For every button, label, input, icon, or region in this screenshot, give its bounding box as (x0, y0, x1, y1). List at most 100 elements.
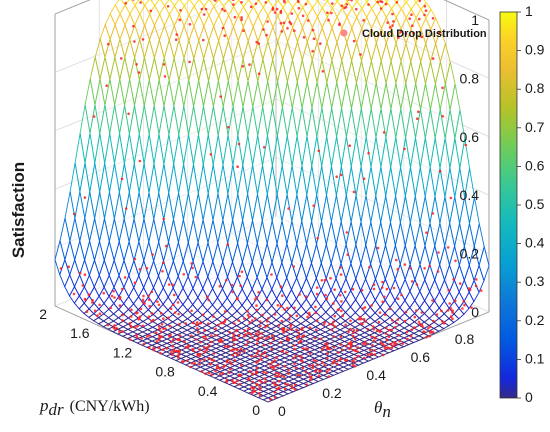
cloud-drop (206, 346, 209, 349)
cloud-drop (367, 354, 370, 357)
cloud-drop (171, 353, 174, 356)
cloud-drop (354, 338, 357, 341)
cloud-drop (199, 348, 202, 351)
cloud-drop (287, 339, 290, 342)
cloud-drop (232, 3, 235, 6)
cloud-drop (400, 294, 403, 297)
cloud-drop (332, 362, 335, 365)
cloud-drop (337, 309, 340, 312)
x-tick-label: 2 (39, 306, 47, 322)
cloud-drop (119, 296, 122, 299)
cloud-drop (373, 339, 376, 342)
cloud-drop (418, 321, 421, 324)
cloud-drop (355, 8, 358, 11)
cloud-drop (319, 338, 322, 341)
cloud-drop (303, 36, 306, 39)
cloud-drop (293, 344, 296, 347)
colorbar-tick-label: 0.4 (525, 235, 545, 251)
cloud-drop (253, 387, 256, 390)
cloud-drop (142, 299, 145, 302)
cloud-drop (201, 8, 204, 11)
cloud-drop (423, 14, 426, 17)
cloud-drop (161, 323, 164, 326)
cloud-drop (228, 331, 231, 334)
cloud-drop (441, 115, 444, 118)
colorbar: 00.10.20.30.40.50.60.70.80.91 (500, 3, 545, 405)
cloud-drop (202, 314, 205, 317)
cloud-drop (121, 178, 124, 181)
cloud-drop (91, 301, 94, 304)
cloud-drop (333, 288, 336, 291)
colorbar-tick-label: 0.2 (525, 312, 545, 328)
cloud-drop (172, 304, 175, 307)
cloud-drop (346, 253, 349, 256)
cloud-drop (475, 285, 478, 288)
cloud-drop (302, 347, 305, 350)
x-tick-label: 0.4 (198, 383, 218, 399)
cloud-drop (306, 316, 309, 319)
cloud-drop (158, 337, 161, 340)
cloud-drop (187, 344, 190, 347)
cloud-drop (233, 359, 236, 362)
cloud-drop (408, 17, 411, 20)
cloud-drop (211, 359, 214, 362)
cloud-drop (414, 316, 417, 319)
cloud-drop (380, 7, 383, 10)
cloud-drop (250, 333, 253, 336)
colorbar-tick-label: 0.5 (525, 196, 545, 212)
cloud-drop (205, 8, 208, 11)
cloud-drop (287, 207, 290, 210)
cloud-drop (158, 325, 161, 328)
cloud-drop (129, 338, 132, 341)
cloud-drop (404, 320, 407, 323)
colorbar-gradient (500, 12, 517, 398)
cloud-drop (338, 23, 341, 26)
cloud-drop (429, 325, 432, 328)
cloud-drop (332, 302, 335, 305)
cloud-drop (421, 324, 424, 327)
cloud-drop (369, 349, 372, 352)
cloud-drop (328, 348, 331, 351)
cloud-drop (371, 344, 374, 347)
z-tick-label: 0.2 (460, 246, 480, 262)
cloud-drop (333, 346, 336, 349)
cloud-drop (232, 339, 235, 342)
cloud-drop (418, 18, 421, 21)
cloud-drop (158, 328, 161, 331)
cloud-drop (151, 291, 154, 294)
cloud-drop (257, 291, 260, 294)
cloud-drop (175, 38, 178, 41)
cloud-drop (263, 344, 266, 347)
cloud-drop (374, 353, 377, 356)
cloud-drop (290, 23, 293, 26)
cloud-drop (420, 311, 423, 314)
cloud-drop (349, 320, 352, 323)
cloud-drop (155, 331, 158, 334)
cloud-drop (389, 308, 392, 311)
cloud-drop (397, 297, 400, 300)
cloud-drop (146, 335, 149, 338)
cloud-drop (326, 297, 329, 300)
cloud-drop (254, 298, 257, 301)
cloud-drop (231, 379, 234, 382)
cloud-drop (98, 304, 101, 307)
x-tick-label: 0 (252, 402, 260, 418)
cloud-drop (454, 300, 457, 303)
cloud-drop (239, 351, 242, 354)
cloud-drop (218, 367, 221, 370)
colorbar-tick-label: 1 (525, 3, 533, 19)
cloud-drop (326, 371, 329, 374)
cloud-drop (261, 353, 264, 356)
cloud-drop (158, 304, 161, 307)
cloud-drop (134, 282, 137, 285)
cloud-drop (391, 13, 394, 16)
cloud-drop (284, 383, 287, 386)
cloud-drop (119, 304, 122, 307)
cloud-drop (352, 349, 355, 352)
cloud-drop (367, 3, 370, 6)
cloud-drop (169, 325, 172, 328)
cloud-drop (275, 356, 278, 359)
cloud-drop (313, 38, 316, 41)
cloud-drop (160, 312, 163, 315)
